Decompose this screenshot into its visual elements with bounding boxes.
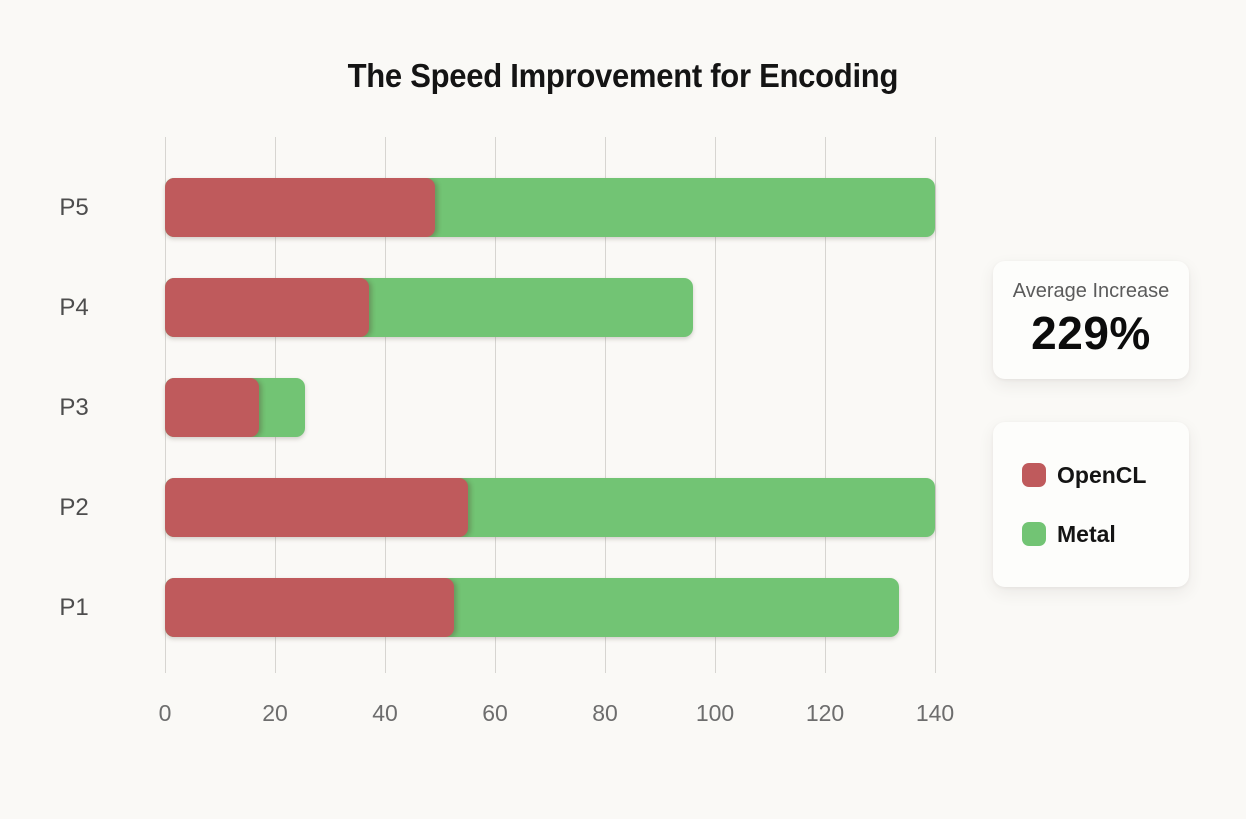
- gridline-60: [495, 137, 496, 673]
- legend-label-opencl: OpenCL: [1057, 461, 1147, 488]
- bar-P3: [165, 378, 306, 437]
- x-tick-label-60: 60: [482, 700, 508, 726]
- bar-P5: [165, 178, 935, 237]
- x-tick-label-0: 0: [158, 700, 172, 726]
- stat-card-label: Average Increase: [1012, 280, 1170, 302]
- x-tick-label-100: 100: [695, 700, 735, 726]
- bar-segment-opencl-P2: [165, 478, 468, 537]
- opencl-color-swatch: [1022, 463, 1046, 487]
- gridline-140: [935, 137, 936, 673]
- legend-item-metal: Metal: [1022, 521, 1189, 548]
- y-category-label-P4: P4: [59, 293, 89, 321]
- bar-segment-opencl-P5: [165, 178, 435, 237]
- gridline-100: [715, 137, 716, 673]
- legend-card: OpenCL Metal: [993, 422, 1189, 587]
- metal-color-swatch: [1022, 522, 1046, 546]
- bar-P2: [165, 478, 935, 537]
- x-tick-label-80: 80: [592, 700, 618, 726]
- y-category-label-P5: P5: [59, 193, 89, 221]
- y-category-label-P3: P3: [59, 393, 89, 421]
- legend-item-opencl: OpenCL: [1022, 462, 1189, 489]
- bar-segment-opencl-P1: [165, 578, 454, 637]
- stat-card-value: 229%: [1031, 307, 1151, 359]
- chart-title-text: The Speed Improvement for Encoding: [347, 57, 899, 94]
- gridline-80: [605, 137, 606, 673]
- gridline-40: [385, 137, 386, 673]
- x-tick-label-140: 140: [915, 700, 955, 726]
- chart-title: The Speed Improvement for Encoding: [0, 57, 1246, 95]
- average-increase-card: Average Increase 229%: [993, 261, 1189, 379]
- legend-label-metal: Metal: [1057, 520, 1116, 547]
- bar-segment-opencl-P3: [165, 378, 259, 437]
- bar-P1: [165, 578, 900, 637]
- bar-P4: [165, 278, 693, 337]
- y-category-label-P1: P1: [59, 593, 89, 621]
- x-tick-label-120: 120: [805, 700, 845, 726]
- x-tick-label-40: 40: [372, 700, 398, 726]
- gridline-120: [825, 137, 826, 673]
- x-tick-label-20: 20: [262, 700, 288, 726]
- y-category-label-P2: P2: [59, 493, 89, 521]
- bar-segment-opencl-P4: [165, 278, 369, 337]
